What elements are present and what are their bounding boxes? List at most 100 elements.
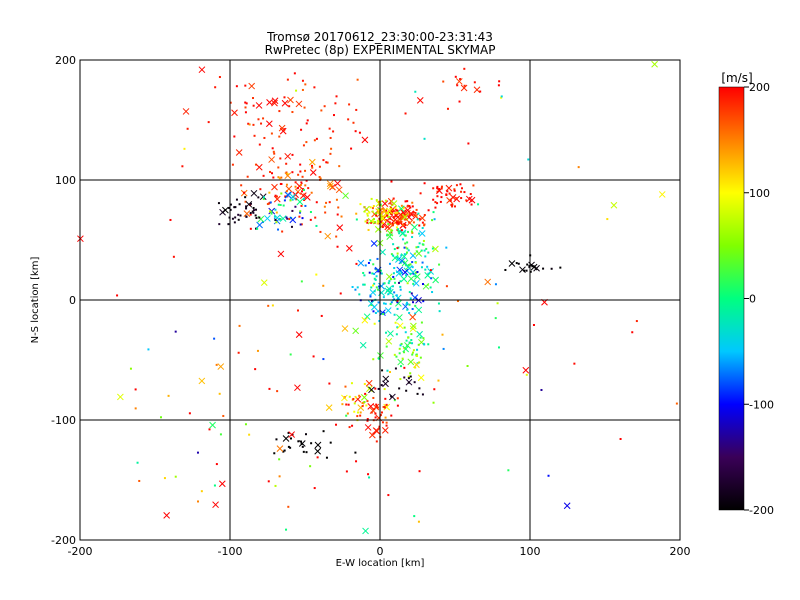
point-dot xyxy=(391,224,394,227)
point-dot xyxy=(329,136,332,139)
point-dot xyxy=(310,191,313,194)
scatter-points xyxy=(77,60,678,535)
point-dot xyxy=(406,230,409,233)
point-dot xyxy=(302,188,305,191)
point-dot xyxy=(366,214,369,217)
point-dot xyxy=(348,103,351,106)
point-dot xyxy=(296,309,299,312)
point-dot xyxy=(281,230,284,233)
point-dot xyxy=(325,456,328,459)
point-dot xyxy=(431,219,434,222)
point-dot xyxy=(363,382,366,385)
point-dot xyxy=(388,262,391,265)
point-dot xyxy=(445,246,448,249)
point-dot xyxy=(438,263,441,266)
point-dot xyxy=(370,197,373,200)
point-dot xyxy=(386,214,389,217)
point-dot xyxy=(214,86,217,89)
point-dot xyxy=(335,198,338,201)
point-dot xyxy=(422,337,425,340)
point-dot xyxy=(405,301,408,304)
point-dot xyxy=(244,101,247,104)
point-dot xyxy=(367,228,370,231)
y-tick-label: -100 xyxy=(51,414,76,427)
point-dot xyxy=(329,152,332,155)
point-dot xyxy=(247,122,250,125)
point-dot xyxy=(420,249,423,252)
point-dot xyxy=(136,461,139,464)
point-dot xyxy=(389,202,392,205)
point-cross xyxy=(329,183,336,191)
point-dot xyxy=(279,203,282,206)
point-cross xyxy=(256,221,263,229)
point-dot xyxy=(408,205,411,208)
point-cross xyxy=(324,232,332,240)
point-dot xyxy=(393,353,396,356)
point-dot xyxy=(310,442,313,445)
point-dot xyxy=(390,180,393,183)
point-dot xyxy=(448,192,451,195)
point-dot xyxy=(421,261,424,264)
point-dot xyxy=(217,202,220,205)
point-dot xyxy=(318,176,321,179)
point-dot xyxy=(390,301,393,304)
point-cross xyxy=(308,158,316,166)
point-dot xyxy=(375,214,378,217)
point-dot xyxy=(278,177,281,180)
point-dot xyxy=(400,365,403,368)
point-dot xyxy=(400,221,403,224)
point-dot xyxy=(422,243,425,246)
point-dot xyxy=(386,369,389,372)
point-cross xyxy=(342,192,349,200)
point-dot xyxy=(304,204,307,207)
point-dot xyxy=(398,221,401,224)
point-dot xyxy=(423,213,426,216)
point-cross xyxy=(365,379,373,387)
point-cross xyxy=(289,216,297,224)
point-cross xyxy=(400,253,408,260)
point-cross xyxy=(361,136,369,144)
point-dot xyxy=(445,285,448,288)
point-dot xyxy=(440,185,443,188)
point-dot xyxy=(391,285,394,288)
point-dot xyxy=(251,210,254,213)
point-cross xyxy=(285,191,292,199)
point-dot xyxy=(442,80,445,83)
point-dot xyxy=(366,418,369,421)
point-dot xyxy=(300,223,303,226)
point-cross xyxy=(370,240,378,247)
point-dot xyxy=(385,331,388,334)
point-dot xyxy=(197,500,200,503)
point-dot xyxy=(407,375,410,378)
point-dot xyxy=(389,302,392,305)
point-cross xyxy=(385,337,393,345)
point-dot xyxy=(400,229,403,232)
x-axis-label: E-W location [km] xyxy=(336,558,425,569)
point-cross xyxy=(375,200,383,207)
point-dot xyxy=(286,78,289,81)
point-dot xyxy=(245,102,248,105)
point-dot xyxy=(404,112,407,115)
point-dot xyxy=(316,456,319,459)
point-dot xyxy=(369,259,372,262)
point-dot xyxy=(348,426,351,429)
point-cross xyxy=(413,361,420,369)
point-dot xyxy=(406,282,409,285)
point-dot xyxy=(396,307,399,310)
point-dot xyxy=(388,221,391,224)
point-dot xyxy=(382,208,385,211)
point-dot xyxy=(350,147,353,150)
point-dot xyxy=(398,281,401,284)
point-cross xyxy=(415,306,423,314)
point-dot xyxy=(413,252,416,255)
point-dot xyxy=(418,224,421,227)
point-dot xyxy=(275,195,278,198)
point-dot xyxy=(422,239,425,242)
point-cross xyxy=(341,325,349,332)
point-dot xyxy=(409,297,412,300)
point-dot xyxy=(315,137,318,140)
point-dot xyxy=(414,312,417,315)
point-dot xyxy=(542,267,545,270)
point-dot xyxy=(382,405,385,408)
point-dot xyxy=(252,97,255,100)
